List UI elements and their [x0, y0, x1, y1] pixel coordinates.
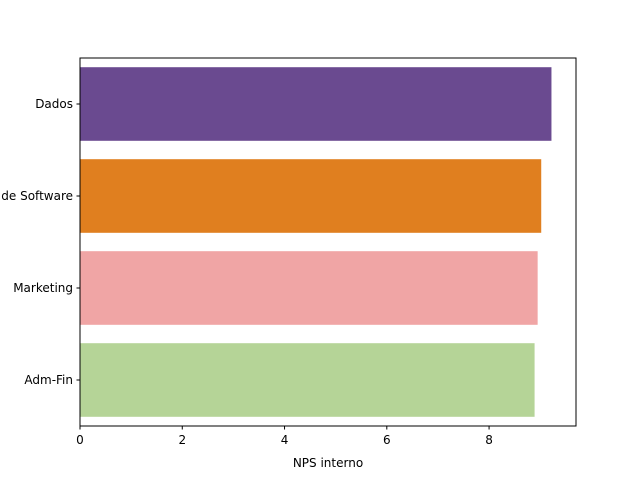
bar-adm-fin — [80, 343, 535, 417]
x-tick-label: 0 — [76, 433, 84, 447]
bar-marketing — [80, 251, 538, 325]
x-tick-label: 8 — [485, 433, 493, 447]
x-tick-label: 2 — [178, 433, 186, 447]
x-tick-label: 4 — [281, 433, 289, 447]
bars-group — [80, 67, 552, 417]
y-tick-label: Engenharia de Software — [0, 189, 73, 203]
x-axis-ticks: 0 2 4 6 8 — [76, 426, 493, 447]
y-axis-ticks: Dados Engenharia de Software Marketing Adm-… — [0, 97, 80, 387]
bar-engenharia-de-software — [80, 159, 542, 233]
y-tick-label: Marketing — [13, 281, 73, 295]
x-tick-label: 6 — [383, 433, 391, 447]
y-tick-label: Adm-Fin — [24, 373, 73, 387]
bar-dados — [80, 67, 552, 141]
y-tick-label: Dados — [35, 97, 73, 111]
x-axis-label: NPS interno — [293, 456, 363, 470]
plot-frame — [79, 57, 577, 427]
